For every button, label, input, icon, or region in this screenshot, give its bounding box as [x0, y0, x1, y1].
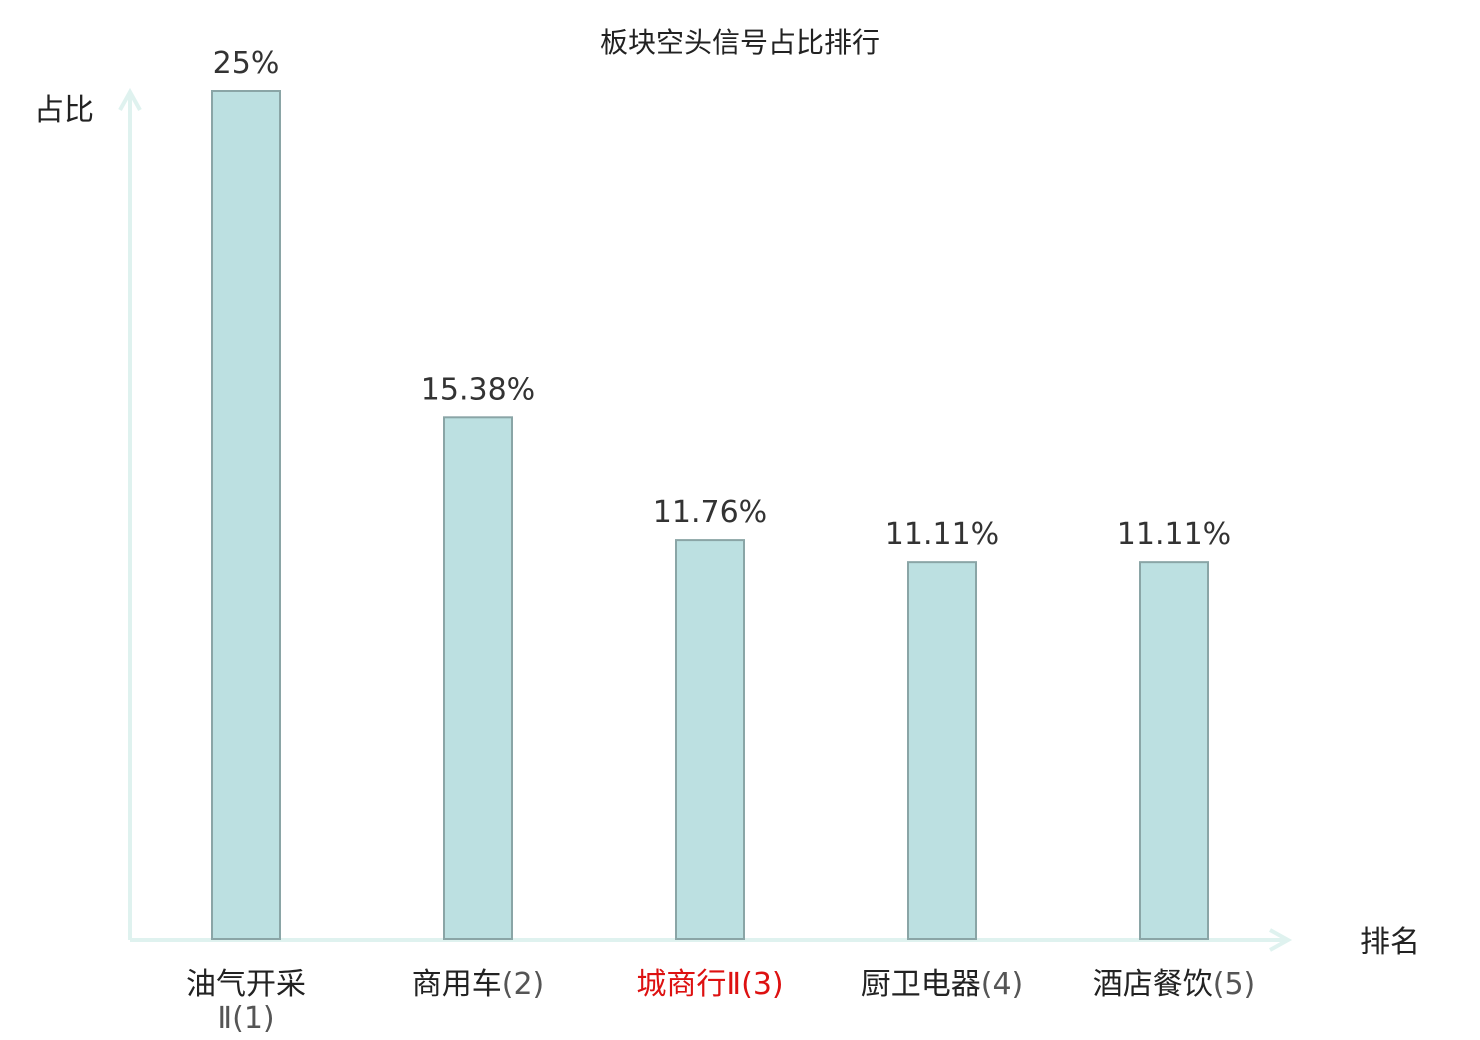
data-label: 11.11%: [1117, 517, 1231, 552]
bar: [443, 416, 513, 940]
category-rank: (2): [502, 967, 545, 1002]
category-labels: 油气开采 Ⅱ(1) 商用车(2) 城商行Ⅱ(3) 厨卫电器(4) 酒店餐饮(5): [186, 967, 1255, 1036]
category-name: 城商行Ⅱ: [636, 967, 741, 1002]
data-labels: 25% 15.38% 11.76% 11.11% 11.11%: [213, 46, 1232, 552]
bar: [211, 90, 281, 940]
bar: [907, 561, 977, 940]
category-name: 酒店餐饮: [1093, 967, 1213, 1002]
category-name: 油气开采: [186, 967, 306, 1002]
category-rank: Ⅱ(1): [217, 1001, 274, 1036]
y-axis-arrow-icon: [118, 87, 142, 111]
chart-title: 板块空头信号占比排行: [600, 26, 880, 59]
data-label: 25%: [213, 46, 280, 81]
category-name: 厨卫电器: [861, 967, 981, 1002]
category-label: 厨卫电器(4): [861, 967, 1024, 1002]
category-name: 商用车: [412, 967, 502, 1002]
x-axis-arrow-icon: [1269, 928, 1293, 952]
data-label: 11.11%: [885, 517, 999, 552]
category-label: 城商行Ⅱ(3): [636, 967, 783, 1002]
bar: [675, 539, 745, 941]
y-axis: [118, 87, 142, 940]
bar-series: [211, 90, 1209, 941]
x-axis-label: 排名: [1360, 925, 1420, 960]
category-label: 油气开采 Ⅱ(1): [186, 967, 306, 1036]
category-label: 商用车(2): [412, 967, 545, 1002]
data-label: 11.76%: [653, 495, 767, 530]
category-rank: (4): [981, 967, 1024, 1002]
category-rank: (5): [1213, 967, 1256, 1002]
y-axis-label: 占比: [34, 93, 94, 128]
bar: [1139, 561, 1209, 940]
category-rank: (3): [741, 967, 784, 1002]
data-label: 15.38%: [421, 372, 535, 407]
category-label: 酒店餐饮(5): [1093, 967, 1256, 1002]
